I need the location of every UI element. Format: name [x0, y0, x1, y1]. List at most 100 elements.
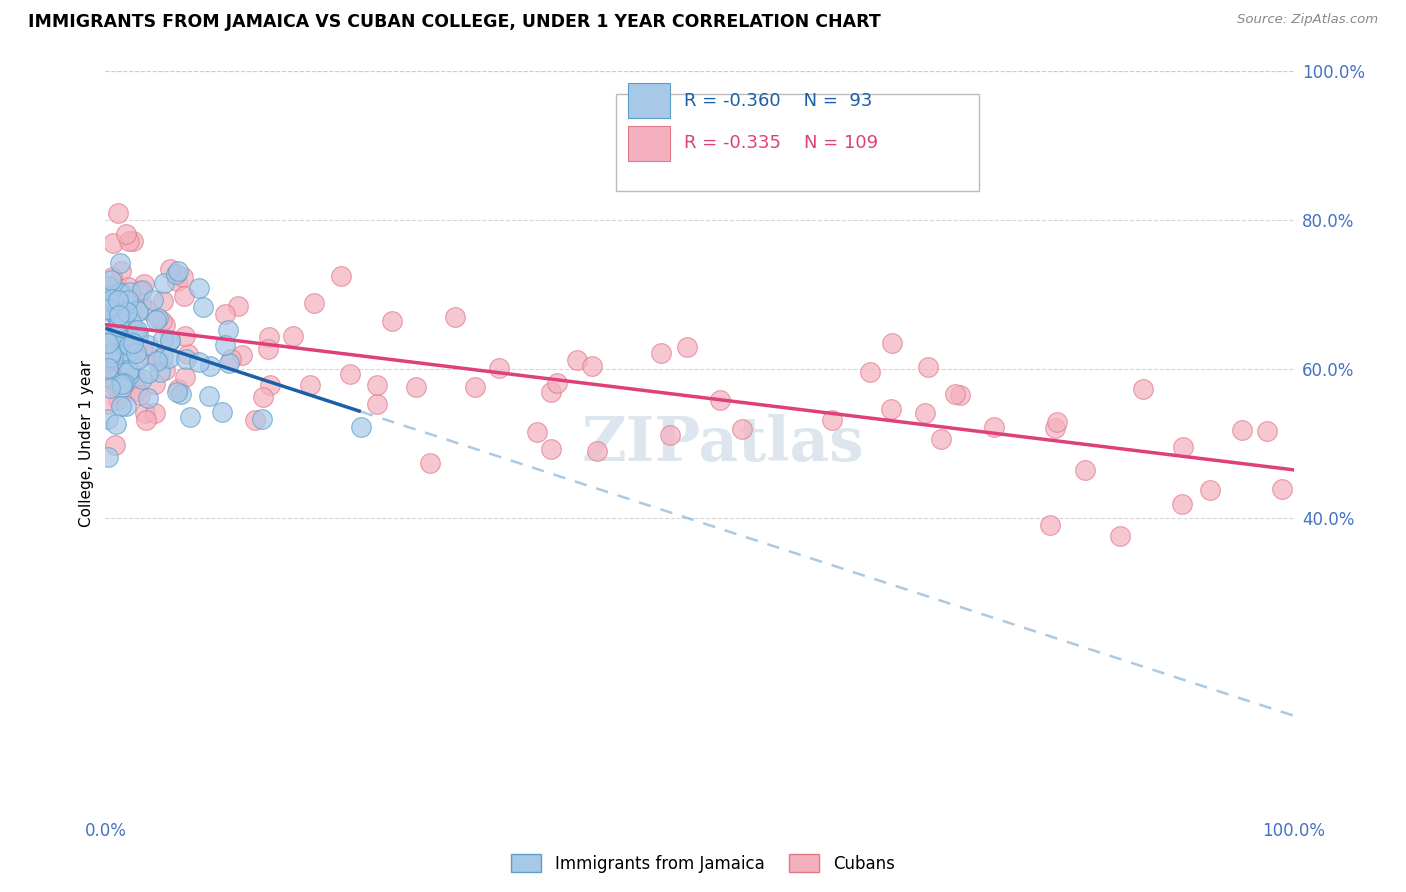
Point	[149, 365, 172, 379]
Point	[949, 388, 972, 402]
Point	[101, 270, 124, 285]
Point	[129, 388, 152, 402]
Point	[111, 323, 134, 337]
Point	[929, 432, 952, 446]
Point	[198, 389, 221, 403]
Point	[97, 450, 120, 465]
Point	[146, 351, 169, 366]
Point	[243, 412, 266, 426]
Point	[405, 380, 427, 394]
Point	[650, 346, 672, 360]
Point	[882, 335, 904, 350]
Point	[112, 301, 135, 315]
Point	[107, 281, 129, 295]
FancyBboxPatch shape	[628, 83, 669, 119]
Point	[100, 273, 122, 287]
Point	[107, 293, 129, 307]
Point	[159, 334, 181, 349]
Point	[117, 280, 139, 294]
Point	[366, 378, 388, 392]
Point	[118, 285, 141, 299]
Point	[1108, 528, 1130, 542]
Point	[129, 296, 152, 310]
Point	[97, 279, 120, 293]
Point	[131, 372, 153, 386]
Point	[174, 328, 197, 343]
Point	[172, 270, 194, 285]
Point	[298, 377, 321, 392]
Point	[101, 288, 124, 302]
Point	[115, 304, 138, 318]
Point	[135, 413, 157, 427]
Point	[581, 359, 603, 373]
Point	[1230, 423, 1253, 437]
Point	[917, 359, 939, 374]
Point	[329, 268, 352, 283]
Point	[165, 267, 187, 281]
Point	[176, 352, 198, 367]
Point	[170, 387, 193, 401]
Point	[115, 357, 138, 371]
Point	[107, 372, 129, 386]
Point	[101, 373, 124, 387]
Text: ZIPatlas: ZIPatlas	[582, 414, 865, 474]
Point	[135, 303, 157, 318]
Point	[214, 338, 236, 352]
Point	[731, 422, 754, 436]
Point	[110, 264, 132, 278]
Point	[658, 428, 681, 442]
Point	[117, 365, 139, 379]
Point	[1199, 483, 1222, 497]
Point	[256, 342, 278, 356]
Point	[366, 397, 388, 411]
Point	[97, 335, 120, 350]
Point	[281, 329, 304, 343]
Point	[943, 387, 966, 401]
Point	[880, 402, 903, 417]
Point	[1132, 382, 1154, 396]
Point	[676, 340, 699, 354]
Point	[152, 276, 174, 290]
Point	[131, 283, 153, 297]
Point	[143, 406, 166, 420]
Point	[97, 338, 120, 352]
Point	[1171, 440, 1194, 454]
Point	[103, 350, 125, 364]
Point	[983, 420, 1005, 434]
Point	[127, 304, 149, 318]
Point	[198, 359, 221, 374]
FancyBboxPatch shape	[628, 126, 669, 161]
Text: IMMIGRANTS FROM JAMAICA VS CUBAN COLLEGE, UNDER 1 YEAR CORRELATION CHART: IMMIGRANTS FROM JAMAICA VS CUBAN COLLEGE…	[28, 13, 882, 31]
Point	[105, 338, 128, 352]
Point	[129, 284, 152, 298]
Point	[101, 293, 124, 307]
Point	[136, 338, 159, 352]
Point	[118, 234, 141, 248]
Point	[114, 376, 136, 391]
Point	[111, 376, 134, 391]
Point	[97, 370, 120, 384]
Point	[107, 319, 129, 334]
Point	[153, 363, 176, 377]
Point	[1046, 415, 1069, 429]
Point	[1256, 424, 1278, 438]
Point	[100, 376, 122, 390]
Point	[546, 376, 568, 390]
Point	[117, 345, 139, 359]
Point	[127, 384, 149, 399]
Point	[259, 378, 281, 392]
Point	[97, 329, 120, 343]
Point	[302, 296, 325, 310]
Point	[111, 380, 134, 394]
Point	[98, 350, 121, 364]
Point	[100, 282, 122, 296]
Point	[211, 405, 233, 419]
Point	[859, 365, 882, 379]
Point	[134, 406, 156, 420]
Point	[1073, 463, 1095, 477]
Point	[112, 327, 135, 342]
Point	[526, 425, 548, 439]
Point	[540, 442, 562, 456]
Point	[444, 310, 467, 324]
Point	[567, 352, 589, 367]
